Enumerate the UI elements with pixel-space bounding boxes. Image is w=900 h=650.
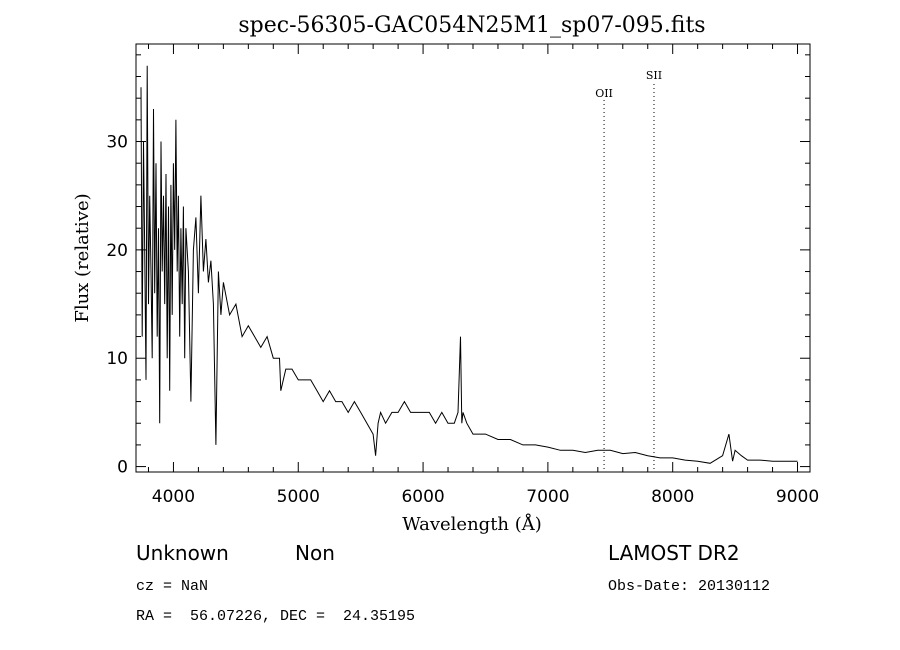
x-tick-label: 7000 [526, 487, 569, 507]
x-tick-label: 9000 [776, 487, 819, 507]
x-tick-label: 6000 [401, 487, 444, 507]
plot-frame [135, 43, 811, 473]
x-axis-label: Wavelength (Å) [402, 513, 542, 535]
x-tick-label: 4000 [152, 487, 195, 507]
emission-line-markers: OII SII [595, 69, 662, 472]
y-axis-ticks: 0 10 20 30 [106, 54, 810, 478]
y-axis-label: Flux (relative) [72, 193, 93, 322]
survey-label: LAMOST DR2 [608, 541, 740, 565]
y-tick-label: 20 [106, 241, 128, 261]
x-tick-label: 8000 [651, 487, 694, 507]
chart-title: spec-56305-GAC054N25M1_sp07-095.fits [238, 13, 705, 38]
x-tick-label: 5000 [277, 487, 320, 507]
y-tick-label: 0 [117, 458, 128, 478]
x-axis-ticks: 4000 5000 6000 7000 8000 9000 [147, 44, 819, 507]
class-label: Unknown [136, 541, 229, 565]
subclass-label: Non [295, 541, 335, 565]
cz-text: cz = NaN [136, 578, 208, 595]
spectrum-line [140, 65, 798, 464]
line-label-sii: SII [646, 69, 662, 82]
y-tick-label: 30 [106, 133, 128, 153]
obs-date-text: Obs-Date: 20130112 [608, 578, 770, 595]
y-tick-label: 10 [106, 349, 128, 369]
line-label-oii: OII [595, 87, 613, 100]
coords-text: RA = 56.07226, DEC = 24.35195 [136, 608, 415, 625]
